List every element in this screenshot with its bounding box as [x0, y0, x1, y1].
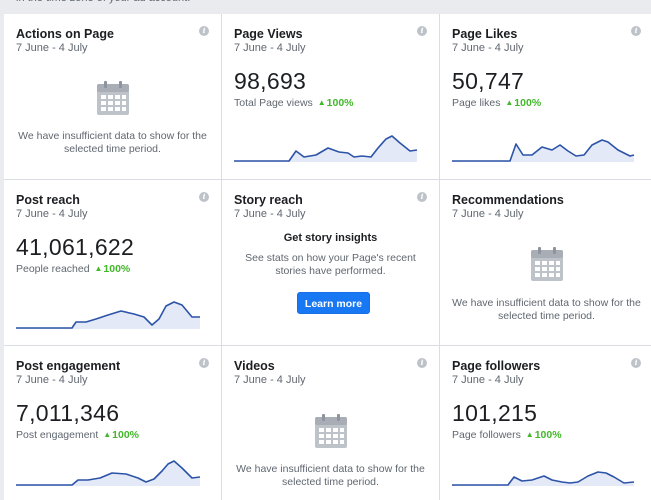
- metric-label-text: People reached: [16, 263, 90, 275]
- learn-more-button[interactable]: Learn more: [297, 292, 370, 314]
- card-date-range: 7 June - 4 July: [16, 374, 88, 386]
- card-post-engagement[interactable]: Post engagement 7 June - 4 July i 7,011,…: [4, 346, 221, 500]
- card-videos[interactable]: Videos 7 June - 4 July i We have insuffi…: [222, 346, 439, 500]
- metric-value: 101,215: [452, 400, 538, 426]
- card-actions-on-page[interactable]: Actions on Page 7 June - 4 July i We hav…: [4, 14, 221, 179]
- info-icon[interactable]: i: [199, 192, 209, 202]
- metric-label: Post engagement 100%: [16, 429, 139, 441]
- up-triangle-icon: 100%: [94, 263, 130, 275]
- insufficient-data-message: We have insufficient data to show for th…: [18, 130, 207, 155]
- metric-value: 7,011,346: [16, 400, 120, 426]
- insights-grid: Actions on Page 7 June - 4 July i We hav…: [4, 14, 651, 500]
- info-icon[interactable]: i: [199, 358, 209, 368]
- card-title: Recommendations: [452, 193, 564, 207]
- info-icon[interactable]: i: [631, 358, 641, 368]
- metric-label: Page followers 100%: [452, 429, 562, 441]
- header-text-fragment: in the time zone of your ad account.: [16, 0, 190, 4]
- card-date-range: 7 June - 4 July: [234, 42, 306, 54]
- card-date-range: 7 June - 4 July: [234, 374, 306, 386]
- calendar-icon: [96, 81, 129, 115]
- sparkline-chart: [234, 135, 418, 162]
- card-title: Page followers: [452, 359, 541, 373]
- story-insights-heading: Get story insights: [283, 232, 378, 244]
- card-title: Videos: [234, 359, 275, 373]
- metric-value: 98,693: [234, 68, 307, 94]
- info-icon[interactable]: i: [631, 26, 641, 36]
- sparkline-chart: [16, 460, 201, 486]
- insufficient-data-message: We have insufficient data to show for th…: [452, 297, 641, 322]
- calendar-icon: [530, 247, 563, 281]
- metric-label: Page likes 100%: [452, 97, 541, 109]
- card-title: Post reach: [16, 193, 80, 207]
- calendar-icon: [314, 414, 347, 448]
- sparkline-chart: [16, 301, 200, 329]
- card-page-views[interactable]: Page Views 7 June - 4 July i 98,693 Tota…: [222, 14, 439, 179]
- card-title: Actions on Page: [16, 27, 114, 41]
- card-recommendations[interactable]: Recommendations 7 June - 4 July We have …: [440, 180, 651, 345]
- info-icon[interactable]: i: [417, 26, 427, 36]
- card-title: Page Likes: [452, 27, 518, 41]
- sparkline-chart: [452, 471, 635, 486]
- card-post-reach[interactable]: Post reach 7 June - 4 July i 41,061,622 …: [4, 180, 221, 345]
- info-icon[interactable]: i: [199, 26, 209, 36]
- sparkline-chart: [452, 139, 635, 162]
- up-triangle-icon: 100%: [318, 97, 354, 109]
- metric-label-text: Post engagement: [16, 429, 99, 441]
- story-insights-description: See stats on how your Page's recent stor…: [245, 252, 416, 277]
- card-date-range: 7 June - 4 July: [452, 374, 524, 386]
- up-triangle-icon: 100%: [526, 429, 562, 441]
- card-date-range: 7 June - 4 July: [16, 208, 88, 220]
- metric-value: 41,061,622: [16, 234, 135, 260]
- metric-value: 50,747: [452, 68, 525, 94]
- metric-label: People reached 100%: [16, 263, 130, 275]
- card-date-range: 7 June - 4 July: [452, 208, 524, 220]
- card-title: Page Views: [234, 27, 303, 41]
- card-date-range: 7 June - 4 July: [234, 208, 306, 220]
- card-date-range: 7 June - 4 July: [16, 42, 88, 54]
- card-title: Post engagement: [16, 359, 121, 373]
- up-triangle-icon: 100%: [103, 429, 139, 441]
- metric-label: Total Page views 100%: [234, 97, 354, 109]
- card-title: Story reach: [234, 193, 303, 207]
- insufficient-data-message: We have insufficient data to show for th…: [236, 463, 425, 488]
- card-story-reach[interactable]: Story reach 7 June - 4 July i Get story …: [222, 180, 439, 345]
- card-date-range: 7 June - 4 July: [452, 42, 524, 54]
- info-icon[interactable]: i: [417, 358, 427, 368]
- card-page-followers[interactable]: Page followers 7 June - 4 July i 101,215…: [440, 346, 651, 500]
- metric-label-text: Total Page views: [234, 97, 313, 109]
- info-icon[interactable]: i: [417, 192, 427, 202]
- up-triangle-icon: 100%: [505, 97, 541, 109]
- metric-label-text: Page likes: [452, 97, 501, 109]
- card-page-likes[interactable]: Page Likes 7 June - 4 July i 50,747 Page…: [440, 14, 651, 179]
- metric-label-text: Page followers: [452, 429, 521, 441]
